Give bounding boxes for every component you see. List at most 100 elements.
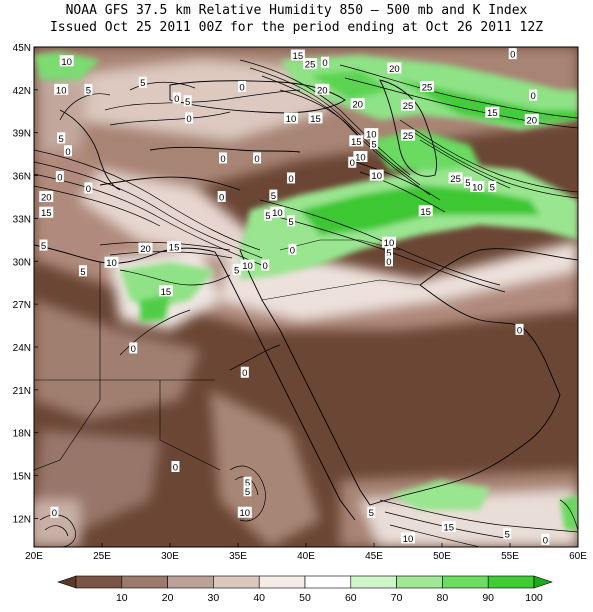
- svg-text:5: 5: [59, 134, 64, 145]
- svg-text:0: 0: [174, 94, 179, 105]
- colorbar-segment: [304, 575, 352, 589]
- contour-label: 15: [308, 112, 323, 125]
- svg-text:0: 0: [52, 508, 57, 519]
- lon-label-40E: 40E: [297, 551, 315, 562]
- contour-label: 20: [39, 191, 54, 204]
- svg-text:10: 10: [472, 183, 483, 194]
- svg-text:5: 5: [465, 178, 470, 189]
- contour-label: 10: [104, 256, 119, 269]
- lat-label-45N: 45N: [13, 43, 31, 54]
- lat-label-24N: 24N: [13, 343, 31, 354]
- svg-text:10: 10: [355, 153, 366, 164]
- contour-label: 15: [290, 49, 305, 62]
- colorbar-segment: [121, 575, 168, 589]
- svg-text:15: 15: [351, 137, 362, 148]
- svg-text:20: 20: [317, 85, 328, 96]
- svg-text:5: 5: [140, 78, 145, 89]
- contour-label: 20: [350, 98, 365, 111]
- map-title: NOAA GFS 37.5 km Relative Humidity 850 —…: [65, 3, 528, 18]
- contour-label: 10: [59, 55, 74, 68]
- contour-label: 10: [470, 181, 485, 194]
- contour-label: 5: [57, 132, 66, 145]
- svg-text:15: 15: [41, 208, 52, 219]
- svg-text:10: 10: [106, 258, 117, 269]
- colorbar-tick-60: 60: [345, 592, 357, 604]
- contour-label: 5: [232, 263, 241, 276]
- lon-label-55E: 55E: [501, 551, 519, 562]
- contour-label: 10: [270, 206, 285, 219]
- svg-text:15: 15: [487, 108, 498, 119]
- contour-label: 25: [420, 81, 435, 94]
- contour-label: 5: [269, 189, 278, 202]
- contour-label: 15: [485, 106, 500, 119]
- contour-label: 0: [508, 48, 517, 61]
- contour-label: 25: [303, 58, 318, 71]
- colorbar-segment: [350, 575, 397, 589]
- lat-label-36N: 36N: [13, 172, 31, 183]
- svg-text:20: 20: [140, 244, 151, 255]
- colorbar-tick-50: 50: [299, 592, 311, 604]
- colorbar-tick-80: 80: [437, 592, 449, 604]
- contour-label: 0: [541, 533, 550, 546]
- contour-label: 0: [64, 145, 72, 158]
- svg-text:15: 15: [310, 114, 321, 125]
- svg-text:0: 0: [350, 158, 355, 169]
- lat-label-15N: 15N: [13, 472, 31, 483]
- colorbar-segment: [258, 575, 306, 589]
- svg-text:5: 5: [271, 191, 276, 202]
- lat-label-27N: 27N: [13, 300, 31, 311]
- lon-label-35E: 35E: [229, 551, 247, 562]
- svg-text:5: 5: [369, 508, 374, 519]
- colorbar-tick-70: 70: [391, 592, 403, 604]
- contour-label: 25: [448, 172, 463, 185]
- contour-label: 0: [129, 342, 138, 355]
- svg-text:10: 10: [61, 57, 72, 68]
- svg-text:0: 0: [220, 154, 225, 165]
- contour-label: 20: [524, 113, 539, 126]
- svg-text:20: 20: [41, 193, 52, 204]
- lon-label-25E: 25E: [93, 551, 111, 562]
- contour-label: 15: [441, 521, 456, 534]
- svg-text:0: 0: [530, 91, 535, 102]
- lat-label-18N: 18N: [13, 429, 31, 440]
- svg-text:0: 0: [57, 173, 62, 184]
- contour-label: 25: [401, 129, 415, 142]
- lon-label-45E: 45E: [365, 551, 383, 562]
- contour-label: 0: [185, 112, 194, 125]
- svg-text:5: 5: [41, 241, 46, 252]
- contour-label: 10: [284, 112, 299, 125]
- coastlines: [34, 79, 578, 521]
- contour-label: 10: [381, 236, 396, 249]
- svg-text:25: 25: [450, 174, 461, 185]
- svg-text:5: 5: [234, 265, 239, 276]
- contour-label: 20: [315, 83, 330, 96]
- contour-label: 5: [263, 209, 272, 222]
- svg-text:25: 25: [403, 101, 414, 112]
- contour-label: 5: [39, 239, 48, 252]
- contour-label: 15: [158, 285, 173, 298]
- contour-label: 5: [503, 528, 512, 541]
- svg-text:0: 0: [65, 147, 70, 158]
- svg-text:0: 0: [386, 257, 391, 268]
- contour-label: 0: [261, 259, 270, 272]
- svg-text:0: 0: [242, 368, 247, 379]
- contour-label: 5: [488, 181, 497, 194]
- svg-text:0: 0: [254, 154, 259, 165]
- lat-label-21N: 21N: [13, 386, 31, 397]
- svg-text:0: 0: [543, 535, 548, 546]
- contour-label: 0: [515, 323, 524, 336]
- contour-label: 0: [84, 182, 93, 195]
- svg-text:10: 10: [240, 508, 251, 519]
- contour-label: 10: [401, 532, 415, 545]
- lon-label-30E: 30E: [161, 551, 179, 562]
- colorbar-tick-30: 30: [208, 592, 220, 604]
- svg-text:10: 10: [384, 238, 395, 249]
- svg-text:0: 0: [510, 50, 515, 61]
- contour-label: 0: [172, 92, 181, 105]
- k-index-contours: [34, 59, 578, 547]
- contour-label: 0: [238, 81, 247, 94]
- colorbar-max-arrow: [533, 575, 553, 589]
- lat-label-39N: 39N: [13, 129, 31, 140]
- contour-label: 10: [240, 259, 255, 272]
